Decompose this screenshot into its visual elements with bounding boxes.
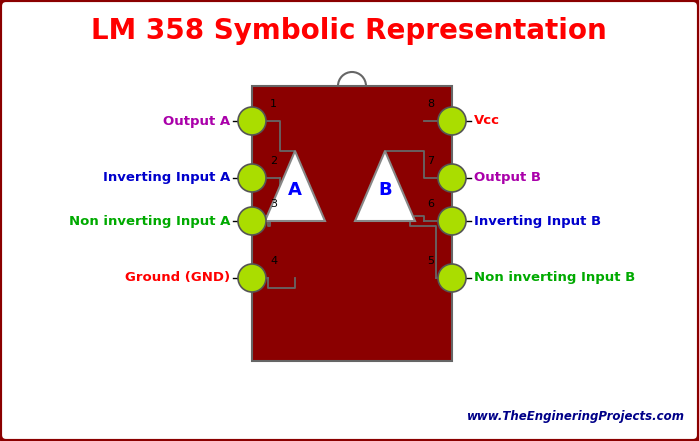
Text: 6: 6 <box>427 199 434 209</box>
Circle shape <box>438 107 466 135</box>
Text: Inverting Input A: Inverting Input A <box>103 172 230 184</box>
Circle shape <box>438 264 466 292</box>
Polygon shape <box>265 151 325 221</box>
Circle shape <box>238 264 266 292</box>
Text: Ground (GND): Ground (GND) <box>125 272 230 284</box>
Text: Output A: Output A <box>163 115 230 127</box>
Text: B: B <box>378 181 392 199</box>
Text: Non inverting Input A: Non inverting Input A <box>69 214 230 228</box>
Circle shape <box>438 164 466 192</box>
Bar <box>252 86 452 361</box>
Wedge shape <box>338 72 366 86</box>
Text: LM 358 Symbolic Representation: LM 358 Symbolic Representation <box>91 17 607 45</box>
Circle shape <box>238 164 266 192</box>
Text: 2: 2 <box>270 156 277 166</box>
Text: Inverting Input B: Inverting Input B <box>474 214 601 228</box>
Circle shape <box>238 107 266 135</box>
Circle shape <box>238 207 266 235</box>
Text: 1: 1 <box>270 99 277 109</box>
Text: 4: 4 <box>270 256 277 266</box>
Text: 3: 3 <box>270 199 277 209</box>
Polygon shape <box>355 151 415 221</box>
Text: Output B: Output B <box>474 172 541 184</box>
Text: 5: 5 <box>427 256 434 266</box>
Text: www.TheEngineringProjects.com: www.TheEngineringProjects.com <box>467 410 685 423</box>
Text: 7: 7 <box>427 156 434 166</box>
Text: Non inverting Input B: Non inverting Input B <box>474 272 635 284</box>
Text: Vcc: Vcc <box>474 115 500 127</box>
Text: 8: 8 <box>427 99 434 109</box>
Circle shape <box>438 207 466 235</box>
Text: A: A <box>288 181 302 199</box>
